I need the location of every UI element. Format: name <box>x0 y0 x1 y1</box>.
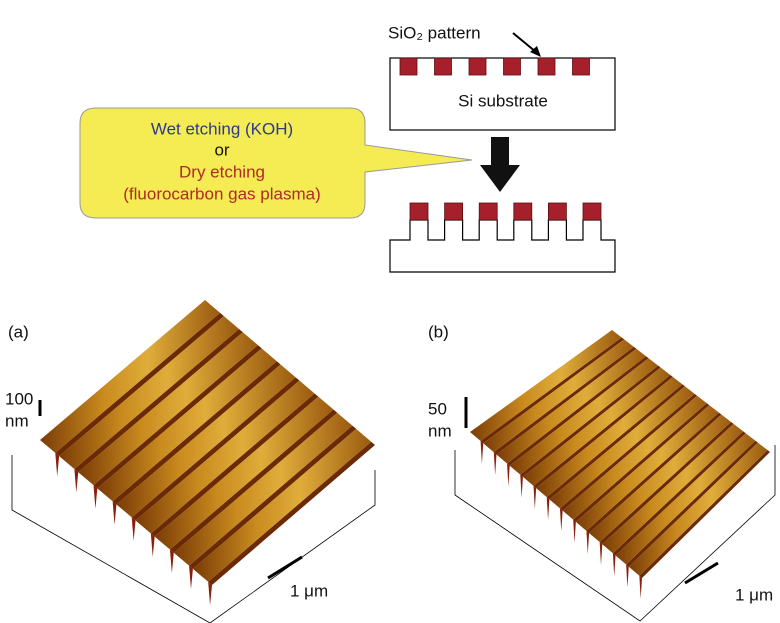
groove-tip <box>573 520 576 543</box>
groove-tip <box>520 475 523 498</box>
length-bar <box>268 557 302 578</box>
groove-tip <box>170 550 174 574</box>
process-arrow <box>480 137 520 192</box>
dry-etching-detail: (fluorocarbon gas plasma) <box>123 184 320 203</box>
etched-substrate <box>390 220 615 272</box>
figure: SiO₂ pattern Si substrate Wet etching (K… <box>0 0 780 623</box>
oxide-square <box>504 58 521 75</box>
groove-tip <box>534 486 537 509</box>
or-text: or <box>214 140 229 159</box>
height-unit: nm <box>428 421 452 440</box>
height-scale: 50 <box>428 399 447 418</box>
groove-tip <box>507 463 510 486</box>
groove-tip <box>639 576 642 599</box>
afm-panels <box>12 300 775 623</box>
pointer-arrow <box>513 33 536 52</box>
height-unit: nm <box>5 411 29 430</box>
panel-label: (b) <box>428 322 449 341</box>
groove-tip <box>55 453 59 477</box>
panel-label: (a) <box>8 322 29 341</box>
dry-etching: Dry etching <box>179 162 265 181</box>
oxide-square <box>573 58 590 75</box>
wet-etching: Wet etching (KOH) <box>151 119 293 138</box>
groove-tip <box>600 542 603 565</box>
groove-tip <box>626 565 629 588</box>
groove-tip <box>189 566 193 590</box>
oxide-square <box>538 58 555 75</box>
oxide-square <box>445 203 463 220</box>
groove-tip <box>481 441 484 464</box>
oxide-square <box>479 203 497 220</box>
groove-tip <box>560 508 563 531</box>
length-bar <box>685 563 718 583</box>
groove-tip <box>586 531 589 554</box>
oxide-pattern <box>410 203 601 220</box>
groove-tip <box>94 485 98 509</box>
groove-tip <box>494 452 497 475</box>
oxide-square <box>583 203 601 220</box>
oxide-square <box>469 58 486 75</box>
substrate-label: Si substrate <box>458 91 548 110</box>
groove-tip <box>113 501 117 525</box>
length-scale: 1 μm <box>735 585 773 604</box>
pattern-label: SiO₂ pattern <box>388 23 481 42</box>
groove-tip <box>547 497 550 520</box>
groove-tip <box>151 533 155 557</box>
groove-tip <box>613 553 616 576</box>
oxide-square <box>435 58 452 75</box>
height-scale: 100 <box>5 389 33 408</box>
groove-tip <box>74 469 78 493</box>
oxide-square <box>410 203 428 220</box>
length-scale: 1 μm <box>290 581 328 600</box>
oxide-square <box>514 203 532 220</box>
groove-tip <box>208 582 212 606</box>
groove-tip <box>132 517 136 541</box>
oxide-square <box>400 58 417 75</box>
oxide-square <box>548 203 566 220</box>
